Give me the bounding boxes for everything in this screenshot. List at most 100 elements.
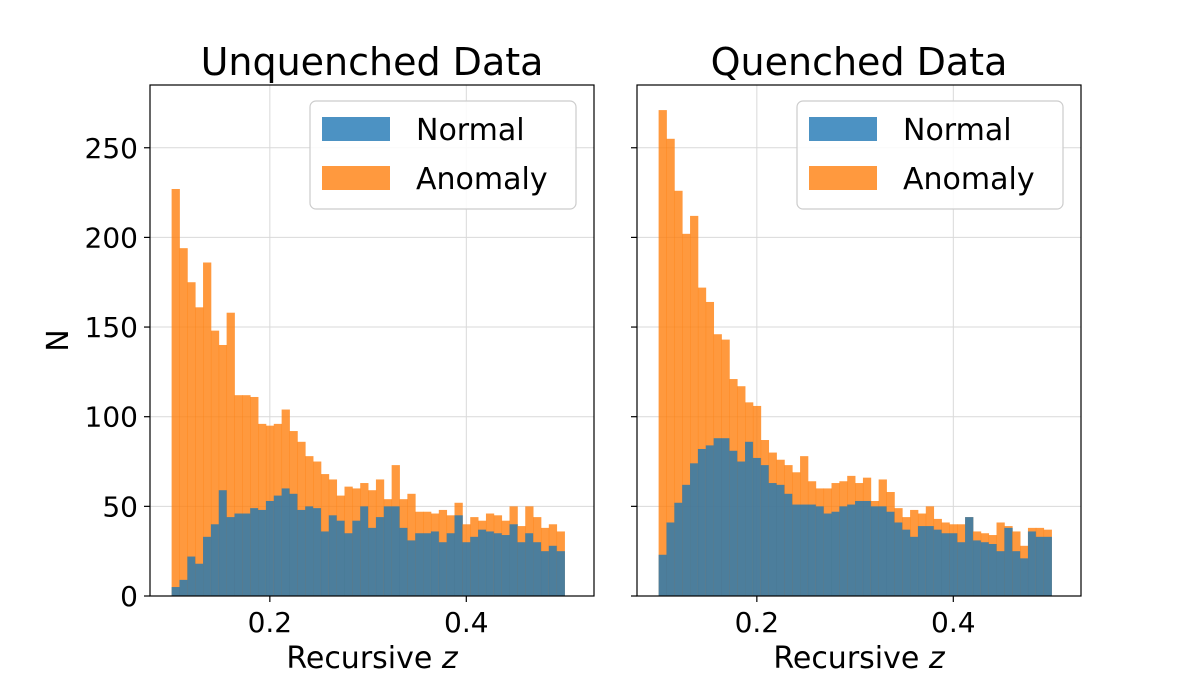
normal-bar bbox=[980, 542, 990, 596]
normal-bar bbox=[737, 461, 746, 596]
normal-bar bbox=[965, 517, 974, 596]
normal-bar bbox=[894, 522, 903, 596]
anomaly-bar bbox=[226, 312, 235, 596]
normal-bar bbox=[1020, 558, 1029, 596]
normal-bar bbox=[1004, 527, 1013, 596]
normal-bar bbox=[713, 438, 722, 596]
normal-bar bbox=[862, 500, 872, 596]
normal-bar bbox=[784, 493, 793, 596]
normal-bar bbox=[509, 524, 518, 596]
normal-bar bbox=[540, 551, 550, 596]
legend-swatch-normal bbox=[322, 117, 390, 141]
normal-bar bbox=[760, 465, 770, 596]
y-tick-label: 250 bbox=[85, 132, 138, 165]
anomaly-bar bbox=[250, 396, 259, 596]
normal-bar bbox=[721, 438, 730, 596]
normal-bar bbox=[273, 495, 283, 596]
normal-bar bbox=[187, 556, 196, 596]
normal-bar bbox=[438, 542, 448, 596]
x-tick-label: 0.2 bbox=[248, 606, 293, 639]
legend-swatch-anomaly bbox=[322, 166, 390, 190]
normal-bar bbox=[195, 563, 204, 596]
normal-bar bbox=[360, 506, 369, 596]
normal-bar bbox=[941, 533, 950, 596]
normal-bar bbox=[996, 551, 1005, 596]
y-tick-label: 100 bbox=[85, 401, 138, 434]
normal-bar bbox=[336, 520, 345, 596]
normal-bar bbox=[972, 540, 982, 596]
normal-bar bbox=[682, 484, 691, 596]
normal-bar bbox=[1027, 531, 1037, 596]
normal-bar bbox=[179, 579, 188, 596]
normal-bar bbox=[917, 526, 927, 596]
anomaly-bar bbox=[666, 138, 675, 596]
legend-swatch-anomaly bbox=[809, 166, 877, 190]
normal-bar bbox=[399, 527, 408, 596]
normal-bar bbox=[949, 533, 958, 596]
legend: Normal Anomaly bbox=[796, 100, 1064, 210]
normal-bar bbox=[776, 484, 785, 596]
normal-bar bbox=[203, 536, 212, 596]
normal-bar bbox=[407, 540, 416, 596]
normal-bar bbox=[485, 531, 495, 596]
y-tick-label: 0 bbox=[120, 580, 138, 613]
right-panel-quenched: 0.2 0.4 Quenched Data Recursive z Normal Anom… bbox=[631, 40, 1082, 676]
anomaly-bar bbox=[210, 330, 220, 596]
normal-bar bbox=[281, 488, 290, 596]
normal-bar bbox=[855, 500, 864, 596]
legend-label-normal: Normal bbox=[416, 113, 525, 148]
normal-bar bbox=[556, 551, 565, 596]
anomaly-bar bbox=[242, 395, 251, 596]
anomaly-bar bbox=[658, 110, 667, 597]
normal-bar bbox=[430, 531, 440, 596]
normal-bar bbox=[525, 533, 534, 596]
normal-bar bbox=[454, 515, 463, 596]
normal-bar bbox=[729, 450, 738, 596]
normal-bar bbox=[752, 457, 762, 596]
normal-bar bbox=[745, 441, 754, 596]
normal-bar bbox=[878, 506, 887, 596]
x-axis-label: Recursive z bbox=[286, 641, 459, 676]
bars bbox=[171, 188, 565, 596]
y-tick-label: 200 bbox=[85, 221, 138, 254]
normal-bar bbox=[674, 502, 683, 596]
normal-bar bbox=[800, 504, 809, 596]
anomaly-bar bbox=[171, 188, 180, 596]
anomaly-bar bbox=[674, 190, 683, 597]
normal-bar bbox=[807, 504, 817, 596]
normal-bar bbox=[886, 511, 895, 596]
normal-bar bbox=[242, 513, 251, 596]
normal-bar bbox=[171, 587, 180, 596]
normal-bar bbox=[375, 517, 385, 596]
normal-bar bbox=[446, 533, 455, 596]
normal-bar bbox=[501, 535, 510, 596]
legend-label-anomaly: Anomaly bbox=[416, 162, 548, 197]
anomaly-bar bbox=[195, 307, 204, 596]
normal-bar bbox=[320, 531, 330, 596]
legend-label-anomaly: Anomaly bbox=[903, 162, 1035, 197]
normal-bar bbox=[988, 544, 997, 596]
anomaly-bar bbox=[187, 282, 196, 596]
normal-bar bbox=[925, 526, 935, 596]
normal-bar bbox=[383, 506, 393, 596]
normal-bar bbox=[297, 509, 306, 596]
normal-bar bbox=[265, 500, 275, 596]
normal-bar bbox=[690, 463, 699, 596]
normal-bar bbox=[902, 529, 911, 596]
x-tick-label: 0.4 bbox=[931, 606, 976, 639]
anomaly-bar bbox=[682, 233, 691, 596]
normal-bar bbox=[462, 542, 471, 596]
panel-title: Quenched Data bbox=[711, 40, 1008, 84]
normal-bar bbox=[352, 520, 361, 596]
x-tick-label: 0.4 bbox=[444, 606, 489, 639]
normal-bar bbox=[658, 554, 667, 596]
normal-bar bbox=[478, 529, 487, 596]
y-tick-label: 50 bbox=[102, 490, 138, 523]
normal-bar bbox=[391, 506, 400, 596]
x-axis-label: Recursive z bbox=[773, 641, 946, 676]
left-panel-unquenched: 0.2 0.4 0 50 100 150 200 250 Unquenched Data Recu… bbox=[41, 40, 595, 676]
anomaly-bar bbox=[234, 395, 243, 596]
normal-bar bbox=[470, 536, 479, 596]
normal-bar bbox=[226, 517, 235, 596]
